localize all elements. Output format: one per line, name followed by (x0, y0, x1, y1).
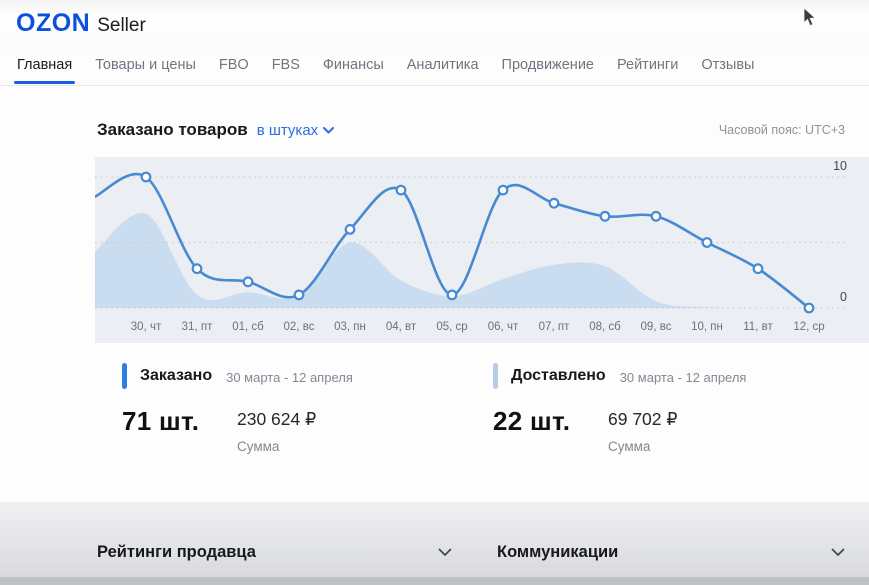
tab-glavnaya[interactable]: Главная (13, 55, 76, 84)
data-point-marker[interactable] (497, 184, 509, 196)
stat-delivered-body: 22 шт. 69 702 ₽ Сумма (493, 406, 853, 454)
x-axis-label: 09, вс (641, 321, 672, 333)
data-point-marker[interactable] (140, 171, 152, 183)
stat-ordered-amount: 230 624 ₽ (237, 409, 317, 429)
stat-delivered-accent-bar (493, 363, 498, 389)
stat-delivered-amount-label: Сумма (608, 439, 651, 454)
stat-delivered-count: 22 шт. (493, 406, 571, 436)
stat-ordered-period: 30 марта - 12 апреля (226, 369, 353, 385)
section-communications[interactable]: Коммуникации (497, 543, 845, 562)
stat-ordered-amount-label: Сумма (237, 439, 280, 454)
tab-analitika[interactable]: Аналитика (406, 57, 479, 73)
data-point-marker[interactable] (395, 184, 407, 196)
data-point-marker[interactable] (446, 289, 458, 301)
mouse-cursor (803, 8, 816, 27)
data-point-marker[interactable] (650, 210, 662, 222)
header: OZON Seller (0, 0, 869, 55)
stat-ordered-label: Заказано (140, 367, 213, 384)
chart-title: Заказано товаров (97, 120, 248, 139)
tab-fbo[interactable]: FBO (218, 57, 249, 73)
x-axis-label: 12, ср (793, 321, 824, 333)
stat-ordered-count: 71 шт. (122, 406, 200, 436)
x-axis-label: 06, чт (488, 321, 519, 333)
data-point-marker[interactable] (701, 237, 713, 248)
area-series (95, 212, 809, 308)
logo-ozon-text: OZON (16, 9, 91, 37)
data-point-marker[interactable] (191, 263, 203, 275)
tab-prodvizhenie[interactable]: Продвижение (501, 57, 594, 73)
x-axis-label: 01, сб (232, 321, 264, 333)
tab-reitingi[interactable]: Рейтинги (616, 57, 679, 73)
stat-ordered-header: Заказано 30 марта - 12 апреля (122, 362, 482, 390)
chevron-down-icon[interactable] (438, 548, 452, 557)
x-axis-label: 02, вс (284, 321, 315, 333)
main-nav: Главная Товары и цены FBO FBS Финансы Ан… (0, 55, 869, 86)
orders-chart-svg[interactable]: 10 0 30, чт 31, пт 01, сб 02, вс 03, пн 04, вт 0… (95, 157, 869, 343)
data-point-marker[interactable] (803, 302, 815, 314)
line-series (95, 172, 811, 310)
unit-selector-dropdown[interactable]: в штуках (256, 121, 335, 139)
logo-seller-text: Seller (97, 15, 146, 36)
section-communications-title: Коммуникации (497, 543, 619, 561)
y-axis-label: 10 (833, 159, 847, 173)
data-point-marker[interactable] (344, 223, 356, 235)
orders-chart[interactable]: 10 0 30, чт 31, пт 01, сб 02, вс 03, пн 04, вт 0… (95, 157, 869, 343)
data-point-marker[interactable] (599, 210, 611, 222)
data-point-marker[interactable] (293, 289, 305, 301)
stat-delivered-header: Доставлено 30 марта - 12 апреля (493, 362, 853, 390)
y-axis-label: 0 (840, 290, 847, 304)
x-axis-label: 05, ср (436, 321, 467, 333)
stat-delivered-label: Доставлено (511, 367, 606, 384)
x-axis-label: 10, пн (691, 321, 723, 333)
tab-tovary-i-tseny[interactable]: Товары и цены (95, 57, 196, 73)
chart-header: Заказано товаров в штуках Часовой пояс: … (97, 120, 845, 140)
x-axis-label: 11, вт (743, 321, 773, 333)
data-point-marker[interactable] (752, 263, 764, 275)
x-axis-label: 31, пт (182, 321, 213, 333)
bottom-edge-strip (0, 577, 869, 585)
stat-delivered: Доставлено 30 марта - 12 апреля 22 шт. 6… (493, 362, 853, 454)
unit-selector-label: в штуках (256, 121, 319, 139)
tab-fbs[interactable]: FBS (271, 57, 300, 73)
stat-delivered-amount: 69 702 ₽ (608, 409, 678, 429)
chevron-down-icon[interactable] (831, 548, 845, 557)
stat-ordered-body: 71 шт. 230 624 ₽ Сумма (122, 406, 482, 454)
tab-otzyvy[interactable]: Отзывы (701, 57, 755, 73)
data-point-marker[interactable] (242, 276, 254, 288)
x-axis-label: 04, вт (386, 321, 417, 333)
stat-ordered: Заказано 30 марта - 12 апреля 71 шт. 230… (122, 362, 482, 454)
tab-finansy[interactable]: Финансы (322, 57, 384, 73)
timezone-note: Часовой пояс: UTC+3 (718, 123, 845, 137)
x-axis-label: 03, пн (334, 321, 366, 333)
chevron-down-icon (323, 126, 335, 133)
x-axis-label: 30, чт (131, 321, 162, 333)
section-seller-ratings-title: Рейтинги продавца (97, 543, 256, 561)
stat-ordered-accent-bar (122, 363, 127, 389)
bottom-sections-background (0, 502, 869, 585)
x-axis-label: 07, пт (539, 321, 570, 333)
data-point-marker[interactable] (548, 197, 560, 209)
stat-delivered-period: 30 марта - 12 апреля (619, 369, 747, 385)
section-seller-ratings[interactable]: Рейтинги продавца (97, 543, 452, 562)
x-axis-label: 08, сб (589, 321, 621, 333)
ozon-seller-logo[interactable]: OZON Seller (16, 9, 146, 38)
